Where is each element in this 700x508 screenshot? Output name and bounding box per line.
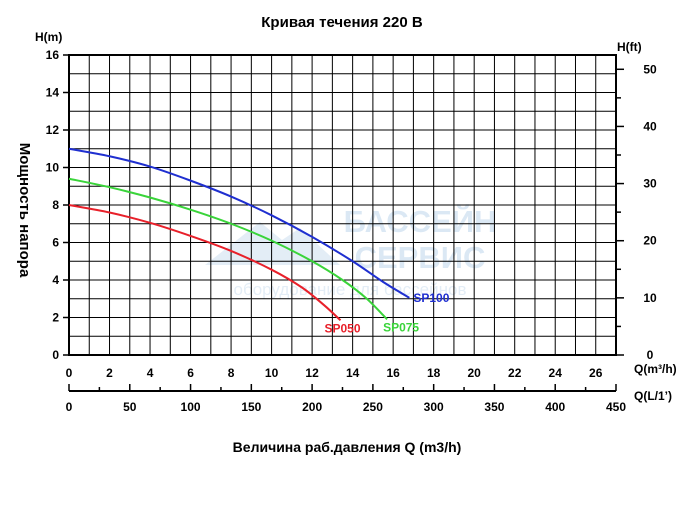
curve-sp075	[68, 177, 388, 321]
curve-label-sp075: SP075	[383, 320, 419, 334]
x-tick-label: 10	[265, 366, 279, 380]
watermark-line2: СЕРВИС	[355, 240, 486, 275]
x-tick-label: 4	[147, 366, 154, 380]
x2-tick-label: 0	[66, 400, 73, 414]
x-tick-label: 26	[589, 366, 603, 380]
x-tick-label: 20	[468, 366, 482, 380]
right-tick-label: 20	[643, 234, 657, 248]
x2-tick-label: 200	[302, 400, 322, 414]
curve-label-sp100: SP100	[413, 291, 449, 305]
x-tick-label: 0	[66, 366, 73, 380]
x2-tick-label: 50	[123, 400, 137, 414]
x2-tick-label: 300	[424, 400, 444, 414]
left-axis-label: H(m)	[35, 30, 62, 44]
watermark-line1: БАССЕЙН	[344, 203, 497, 239]
x2-axis: 0 50 100 150 200 250 300 350 400 450	[66, 384, 626, 414]
right-tick-label: 30	[643, 177, 657, 191]
x-tick-label: 24	[549, 366, 563, 380]
watermark-pool-icon	[205, 222, 340, 265]
left-tick-label: 2	[52, 311, 59, 325]
right-tick-label: 50	[643, 62, 657, 76]
x-tick-label: 14	[346, 366, 360, 380]
right-axis-label: H(ft)	[617, 40, 642, 54]
left-axis-ticks: 0 2 4 6 8 10 12 14 16	[46, 48, 69, 362]
x2-tick-label: 400	[545, 400, 565, 414]
right-tick-label: 10	[643, 291, 657, 305]
x-axis-title: Величина раб.давления Q (m3/h)	[233, 439, 462, 455]
right-tick-label: 0	[647, 348, 654, 362]
x-tick-label: 22	[508, 366, 522, 380]
right-axis-ticks: 0 10 20 30 40 50	[616, 62, 657, 362]
x2-tick-label: 100	[181, 400, 201, 414]
left-tick-label: 16	[46, 48, 60, 62]
grid	[68, 54, 617, 356]
chart-title: Кривая течения 220 В	[261, 14, 423, 31]
left-tick-label: 14	[46, 86, 60, 100]
left-tick-label: 0	[52, 348, 59, 362]
x-tick-label: 8	[228, 366, 235, 380]
left-tick-label: 4	[52, 273, 59, 287]
left-tick-label: 8	[52, 198, 59, 212]
x-tick-label: 2	[106, 366, 113, 380]
x2-axis-label: Q(L/1’)	[634, 389, 672, 403]
x-tick-label: 16	[386, 366, 400, 380]
y-axis-title: Мощность напора	[16, 143, 33, 278]
left-tick-label: 12	[46, 123, 60, 137]
x-tick-label: 18	[427, 366, 441, 380]
curve-label-sp050: SP050	[324, 321, 360, 335]
x2-tick-label: 450	[606, 400, 626, 414]
x-axis-ticks: 0 2 4 6 8 10 12 14 16 18 20 22 24 26	[66, 366, 603, 380]
curve-sp050	[68, 204, 342, 322]
right-tick-label: 40	[643, 119, 657, 133]
curves: SP100 SP075 SP050	[68, 147, 450, 335]
x2-tick-label: 250	[363, 400, 383, 414]
left-tick-label: 6	[52, 236, 59, 250]
curve-sp100	[68, 147, 410, 299]
x-axis-label: Q(m³/h)	[634, 362, 677, 376]
x2-tick-label: 350	[484, 400, 504, 414]
left-tick-label: 10	[46, 161, 60, 175]
x2-tick-label: 150	[241, 400, 261, 414]
x-tick-label: 6	[187, 366, 194, 380]
x-tick-label: 12	[305, 366, 319, 380]
